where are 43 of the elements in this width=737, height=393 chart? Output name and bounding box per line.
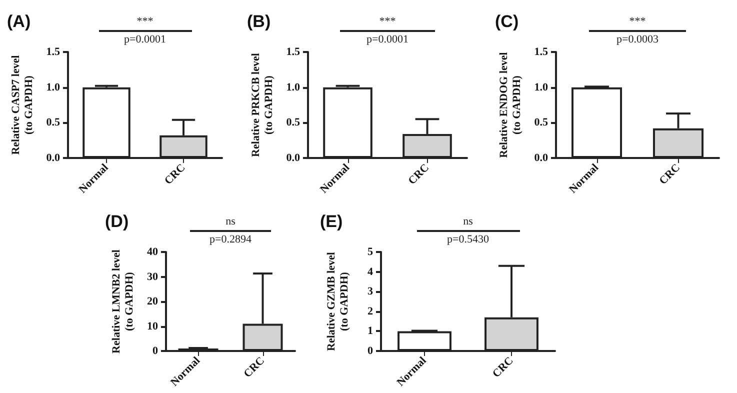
text: p=0.0003 <box>616 34 659 46</box>
text: p=0.0001 <box>124 34 166 46</box>
text: ns <box>226 216 236 228</box>
text: *** <box>629 16 646 28</box>
y-axis-title: Relative PRKCB level (to GAPDH) <box>250 53 275 157</box>
y-tick-label: 1.5 <box>286 46 300 58</box>
text: ns <box>463 216 473 228</box>
y-tick-label: 0 <box>368 345 374 357</box>
text: p=0.5430 <box>447 234 490 246</box>
y-tick-label: 1.0 <box>286 81 300 94</box>
y-tick-label: 10 <box>147 320 158 332</box>
y-axis-title: Relative LMNB2 level (to GAPDH) <box>110 250 136 354</box>
chart-title: (A) <box>7 12 31 31</box>
text: p=0.2894 <box>210 234 252 246</box>
chart-title: (C) <box>495 12 519 31</box>
y-tick-label: 1 <box>368 325 373 338</box>
y-tick-label: 0.5 <box>286 116 300 129</box>
y-tick-label: 5 <box>368 246 374 258</box>
y-tick-label: 3 <box>368 286 374 298</box>
y-tick-label: 0.0 <box>534 152 548 164</box>
y-tick-label: 1.5 <box>46 46 60 58</box>
y-tick-label: 0.0 <box>286 152 300 164</box>
y-tick-label: 20 <box>147 296 158 308</box>
text: *** <box>136 16 154 28</box>
y-tick-label: 40 <box>147 246 158 258</box>
y-axis-title: Relative ENDOG level (to GAPDH) <box>498 52 523 158</box>
y-tick-label: 0.5 <box>534 116 548 129</box>
chart-title: (B) <box>247 12 271 31</box>
y-axis-title: Relative CASP7 level (to GAPDH) <box>10 55 35 155</box>
y-tick-label: 0.0 <box>46 152 60 164</box>
y-tick-label: 1.0 <box>46 81 60 94</box>
y-tick-label: 1.5 <box>534 46 548 58</box>
y-tick-label: 30 <box>147 270 158 283</box>
y-tick-label: 1.0 <box>534 81 548 94</box>
chart-title: (D) <box>105 212 129 231</box>
y-tick-label: 4 <box>368 266 374 278</box>
chart-title: (E) <box>320 212 343 231</box>
y-tick-label: 0.5 <box>46 116 60 129</box>
y-tick-label: 0 <box>152 345 158 357</box>
y-tick-label: 2 <box>368 305 374 318</box>
text: *** <box>379 16 396 28</box>
text: p=0.0001 <box>366 34 408 46</box>
y-axis-title: Relative GZMB level (to GAPDH) <box>326 252 350 351</box>
